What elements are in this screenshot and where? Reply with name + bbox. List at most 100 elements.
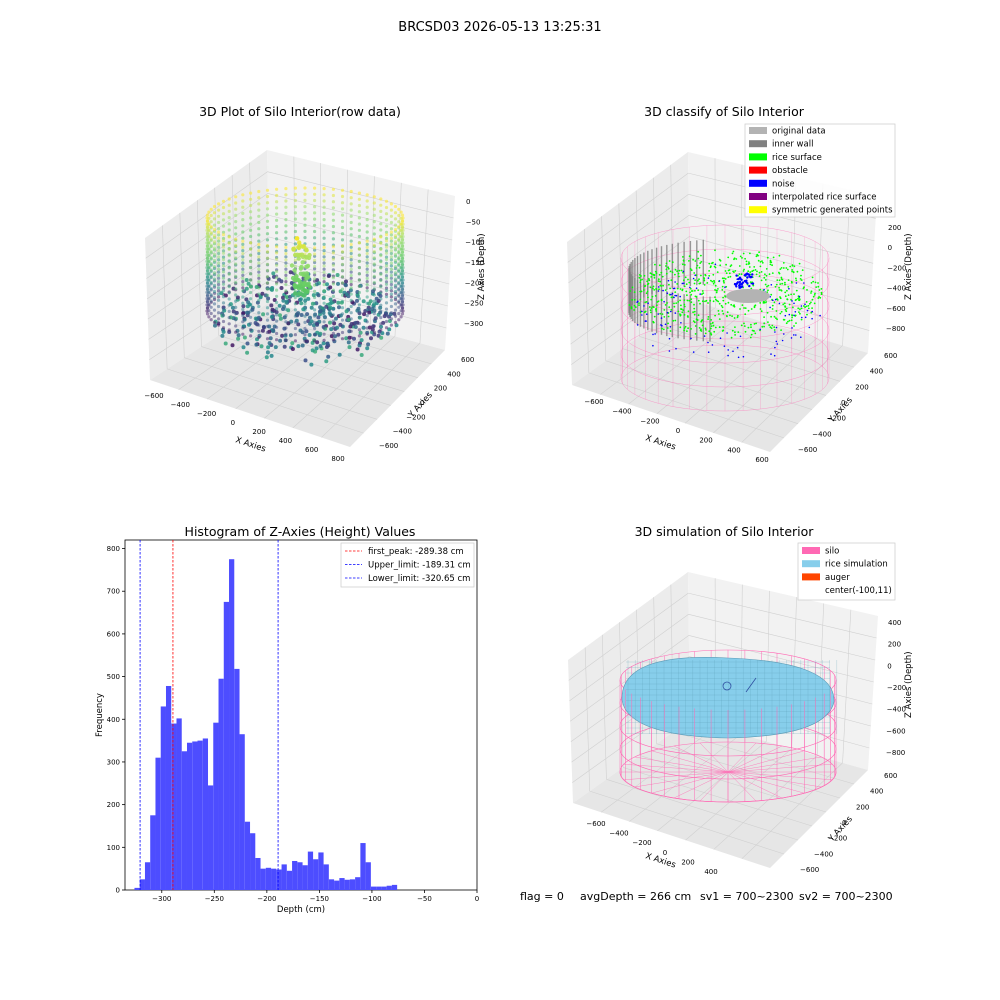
classify-z-tick-label: 200 <box>888 224 901 232</box>
histogram-bar <box>286 870 293 890</box>
histogram-y-tick-label: 0 <box>116 887 120 895</box>
histogram-bar <box>260 868 266 890</box>
classify-point-cloud <box>620 224 830 412</box>
classify-legend-label: original data <box>772 127 826 137</box>
histogram-bar <box>223 601 230 890</box>
raw-z-tick-label: −50 <box>466 218 481 226</box>
classify-z-tick-label: −800 <box>886 325 905 333</box>
simulation-tick-labels: −600−400−20002004006004002000−200−400−60… <box>586 619 906 876</box>
histogram-bar <box>355 877 361 890</box>
classify-x-tick-label: 400 <box>727 446 740 454</box>
histogram-bar <box>271 868 277 890</box>
classify-z-tick-label: 0 <box>888 244 892 252</box>
histogram-bar <box>208 785 214 890</box>
raw-x-tick-label: 200 <box>252 428 265 436</box>
histogram-y-label: Frequency <box>95 693 105 737</box>
classify-x-tick-label: 600 <box>755 456 768 464</box>
histogram-bar <box>307 851 314 890</box>
simulation-legend-label: center(-100,11) <box>825 586 892 596</box>
simulation-z-tick-label: −200 <box>887 684 906 692</box>
classify-legend-label: obstacle <box>772 166 808 176</box>
simulation-panel-title: 3D simulation of Silo Interior <box>635 524 815 539</box>
histogram-reference-lines <box>139 540 279 890</box>
classify-legend-swatch <box>749 179 767 187</box>
classify-panel-title: 3D classify of Silo Interior <box>644 104 805 119</box>
histogram-bar <box>181 751 187 890</box>
raw-x-label: X Axies <box>234 435 267 454</box>
sv1-text: sv1 = 700~2300 <box>700 890 794 903</box>
histogram-y-tick-label: 500 <box>107 673 120 681</box>
classify-legend-label: inner wall <box>772 140 813 150</box>
flag-text: flag = 0 <box>520 890 564 903</box>
raw-panel: 3D Plot of Silo Interior(row data) −600−… <box>144 104 487 463</box>
raw-z-tick-label: −150 <box>465 259 484 267</box>
classify-panel: 3D classify of Silo Interior −600 −400 −20… <box>567 104 914 464</box>
histogram-x-tick-label: −200 <box>257 895 276 903</box>
classify-y-tick-label: 400 <box>870 368 883 376</box>
classify-axes-box <box>567 152 877 452</box>
histogram-y-tick-label: 200 <box>107 801 120 809</box>
histogram-bar <box>144 862 151 890</box>
raw-z-label: Z Axies (Depth) <box>477 233 487 300</box>
histogram-x-tick-label: 0 <box>475 895 479 903</box>
histogram-bar <box>134 887 140 890</box>
histogram-bar <box>370 886 377 890</box>
raw-x-tick-label: 800 <box>331 455 344 463</box>
simulation-x-tick-label: −200 <box>632 839 651 847</box>
simulation-z-tick-label: 0 <box>887 662 891 670</box>
histogram-bar <box>386 885 392 890</box>
classify-legend-label: noise <box>772 179 795 189</box>
histogram-bar <box>165 685 172 890</box>
raw-z-tick-label: −200 <box>465 279 484 287</box>
raw-y-tick-label: −400 <box>393 428 412 436</box>
histogram-bar <box>171 723 177 890</box>
raw-panel-title: 3D Plot of Silo Interior(row data) <box>199 104 401 119</box>
raw-x-tick-label: −600 <box>144 392 163 400</box>
raw-x-tick-label: 600 <box>305 446 318 454</box>
simulation-y-tick-label: 0 <box>842 819 846 827</box>
simulation-y-tick-label: 200 <box>856 803 869 811</box>
classify-legend: original data inner wall rice surface obsta… <box>744 123 896 218</box>
raw-y-tick-label: 400 <box>447 370 460 378</box>
classify-legend-swatch <box>749 206 767 214</box>
histogram-bar <box>229 559 235 890</box>
simulation-legend-label: rice simulation <box>825 560 888 570</box>
classify-x-tick-label: −400 <box>612 408 631 416</box>
simulation-legend-swatch <box>802 573 820 581</box>
histogram-bar <box>391 884 398 890</box>
raw-z-tick-label: −250 <box>464 300 483 308</box>
histogram-bar <box>334 880 340 890</box>
raw-z-tick-label: −300 <box>464 320 483 328</box>
raw-x-tick-label: 400 <box>279 437 292 445</box>
simulation-y-tick-label: −200 <box>828 835 847 843</box>
histogram-x-tick-label: −100 <box>362 895 381 903</box>
histogram-bar <box>239 734 245 890</box>
histogram-y-tick-label: 400 <box>107 716 120 724</box>
raw-y-tick-label: −200 <box>406 413 425 421</box>
classify-z-label: Z Axies (Depth) <box>904 233 914 300</box>
histogram-bar <box>349 879 356 890</box>
classify-x-tick-label: 0 <box>676 427 680 435</box>
histogram-x-tick-label: −50 <box>417 895 432 903</box>
simulation-x-tick-label: 400 <box>704 868 717 876</box>
histogram-bar <box>202 738 209 890</box>
histogram-bar <box>281 864 287 890</box>
histogram-bar <box>155 757 161 890</box>
classify-legend-swatch <box>749 166 767 174</box>
histogram-bar <box>292 860 298 890</box>
classify-z-tick-label: −200 <box>887 264 906 272</box>
classify-x-tick-label: 200 <box>699 437 712 445</box>
raw-z-tick-label: 0 <box>466 198 470 206</box>
histogram-x-tick-label: −150 <box>310 895 329 903</box>
classify-y-tick-label: −200 <box>827 415 846 423</box>
classify-legend-label: symmetric generated points <box>772 206 893 216</box>
simulation-y-tick-label: −600 <box>800 866 819 874</box>
histogram-y-tick-label: 800 <box>107 545 120 553</box>
classify-legend-swatch <box>749 153 767 161</box>
classify-y-tick-label: 0 <box>841 399 845 407</box>
classify-legend-label: interpolated rice surface <box>772 193 877 203</box>
histogram-bar <box>244 821 251 890</box>
simulation-z-tick-label: −800 <box>886 749 905 757</box>
histogram-legend: first_peak: -289.38 cm Upper_limit: -189.… <box>340 542 475 588</box>
raw-x-tick-label: −400 <box>171 401 190 409</box>
